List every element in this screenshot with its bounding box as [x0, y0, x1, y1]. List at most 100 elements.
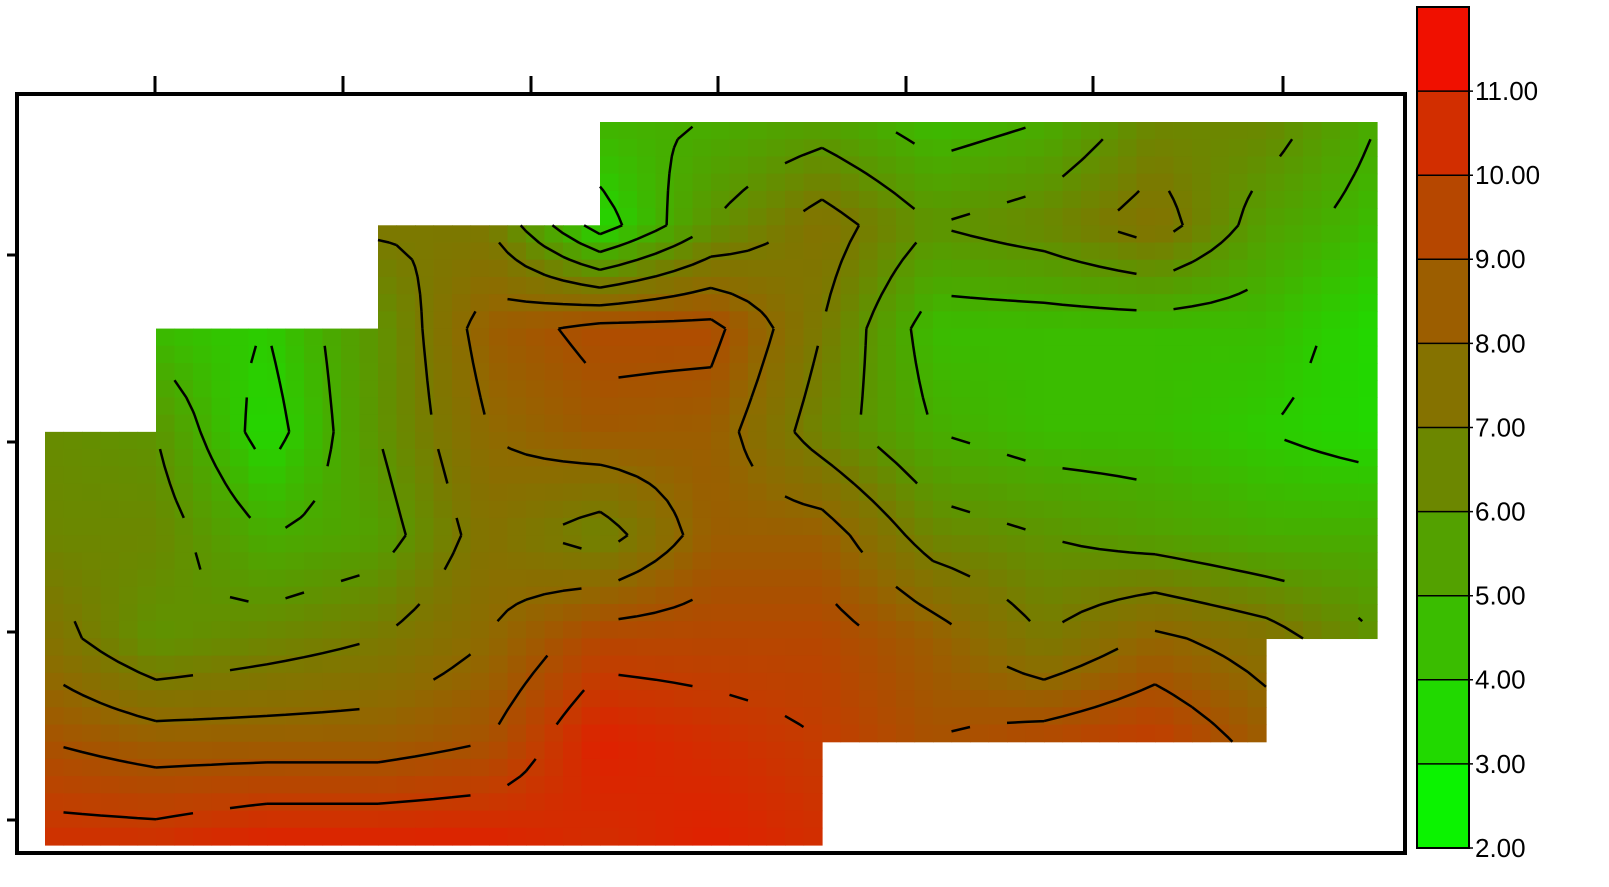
contour-subcell: [285, 724, 305, 743]
contour-subcell: [248, 449, 268, 467]
contour-subcell: [119, 466, 139, 485]
contour-subcell: [211, 776, 231, 794]
contour-subcell: [433, 311, 453, 330]
contour-subcell: [1192, 535, 1212, 553]
contour-subcell: [914, 276, 934, 295]
contour-subcell: [951, 156, 971, 175]
contour-subcell: [1118, 259, 1138, 278]
contour-subcell: [489, 810, 509, 829]
contour-subcell: [341, 655, 361, 674]
contour-subcell: [988, 328, 1008, 347]
contour-subcell: [933, 414, 953, 433]
contour-subcell: [304, 517, 324, 536]
contour-subcell: [452, 259, 472, 278]
contour-subcell: [1321, 173, 1341, 192]
contour-subcell: [341, 535, 361, 553]
contour-subcell: [137, 655, 157, 674]
colorbar-band: [1417, 427, 1469, 512]
contour-subcell: [341, 724, 361, 743]
contour-subcell: [304, 586, 324, 605]
contour-subcell: [415, 363, 435, 381]
contour-subcell: [711, 776, 731, 794]
contour-subcell: [470, 724, 490, 743]
contour-subcell: [988, 345, 1008, 364]
contour-subcell: [563, 724, 583, 743]
contour-subcell: [951, 380, 971, 399]
contour-subcell: [1173, 414, 1193, 433]
contour-subcell: [748, 294, 768, 312]
contour-subcell: [45, 827, 65, 846]
contour-subcell: [470, 776, 490, 794]
contour-subcell: [544, 724, 564, 743]
contour-subcell: [655, 638, 675, 657]
contour-subcell: [1229, 414, 1249, 433]
contour-subcell: [840, 190, 860, 209]
contour-subcell: [655, 397, 675, 416]
contour-subcell: [1192, 276, 1212, 295]
contour-subcell: [1210, 449, 1230, 467]
contour-subcell: [1081, 586, 1101, 605]
contour-subcell: [859, 483, 879, 502]
contour-subcell: [785, 328, 805, 347]
contour-cell: [45, 741, 157, 846]
contour-subcell: [674, 672, 694, 691]
contour-subcell: [766, 535, 786, 553]
contour-subcell: [452, 552, 472, 571]
contour-subcell: [618, 483, 638, 502]
contour-subcell: [1081, 276, 1101, 295]
contour-subcell: [859, 724, 879, 743]
contour-subcell: [489, 758, 509, 777]
contour-subcell: [988, 690, 1008, 708]
contour-subcell: [1118, 380, 1138, 399]
contour-subcell: [1210, 483, 1230, 502]
contour-subcell: [877, 483, 897, 502]
contour-cell: [45, 638, 157, 743]
contour-cell: [933, 328, 1045, 433]
contour-subcell: [267, 466, 287, 485]
contour-subcell: [859, 328, 879, 347]
contour-subcell: [933, 208, 953, 226]
contour-subcell: [859, 638, 879, 657]
contour-subcell: [637, 276, 657, 295]
contour-subcell: [1303, 466, 1323, 485]
contour-subcell: [970, 173, 990, 192]
contour-cell: [933, 431, 1045, 536]
contour-subcell: [1099, 328, 1119, 347]
contour-subcell: [766, 156, 786, 175]
contour-subcell: [526, 672, 546, 691]
contour-subcell: [563, 345, 583, 364]
contour-subcell: [914, 328, 934, 347]
contour-subcell: [674, 552, 694, 571]
contour-subcell: [341, 345, 361, 364]
contour-subcell: [600, 380, 620, 399]
contour-subcell: [1358, 552, 1378, 571]
contour-subcell: [655, 793, 675, 812]
contour-subcell: [1192, 449, 1212, 467]
contour-subcell: [1358, 294, 1378, 312]
contour-subcell: [1081, 535, 1101, 553]
contour-subcell: [470, 604, 490, 622]
contour-subcell: [507, 259, 527, 278]
contour-subcell: [618, 328, 638, 347]
contour-subcell: [711, 466, 731, 485]
contour-subcell: [988, 672, 1008, 691]
contour-subcell: [1321, 414, 1341, 433]
contour-subcell: [600, 208, 620, 226]
contour-subcell: [711, 569, 731, 588]
contour-subcell: [1210, 466, 1230, 485]
contour-subcell: [563, 569, 583, 588]
contour-subcell: [489, 569, 509, 588]
contour-subcell: [877, 569, 897, 588]
contour-subcell: [859, 655, 879, 674]
contour-subcell: [1081, 483, 1101, 502]
contour-subcell: [1062, 431, 1082, 450]
contour-subcell: [822, 535, 842, 553]
contour-subcell: [341, 690, 361, 708]
contour-subcell: [211, 604, 231, 622]
contour-subcell: [655, 466, 675, 485]
contour-subcell: [174, 638, 194, 657]
contour-subcell: [729, 552, 749, 571]
contour-subcell: [1340, 259, 1360, 278]
contour-subcell: [692, 414, 712, 433]
contour-subcell: [359, 776, 379, 794]
